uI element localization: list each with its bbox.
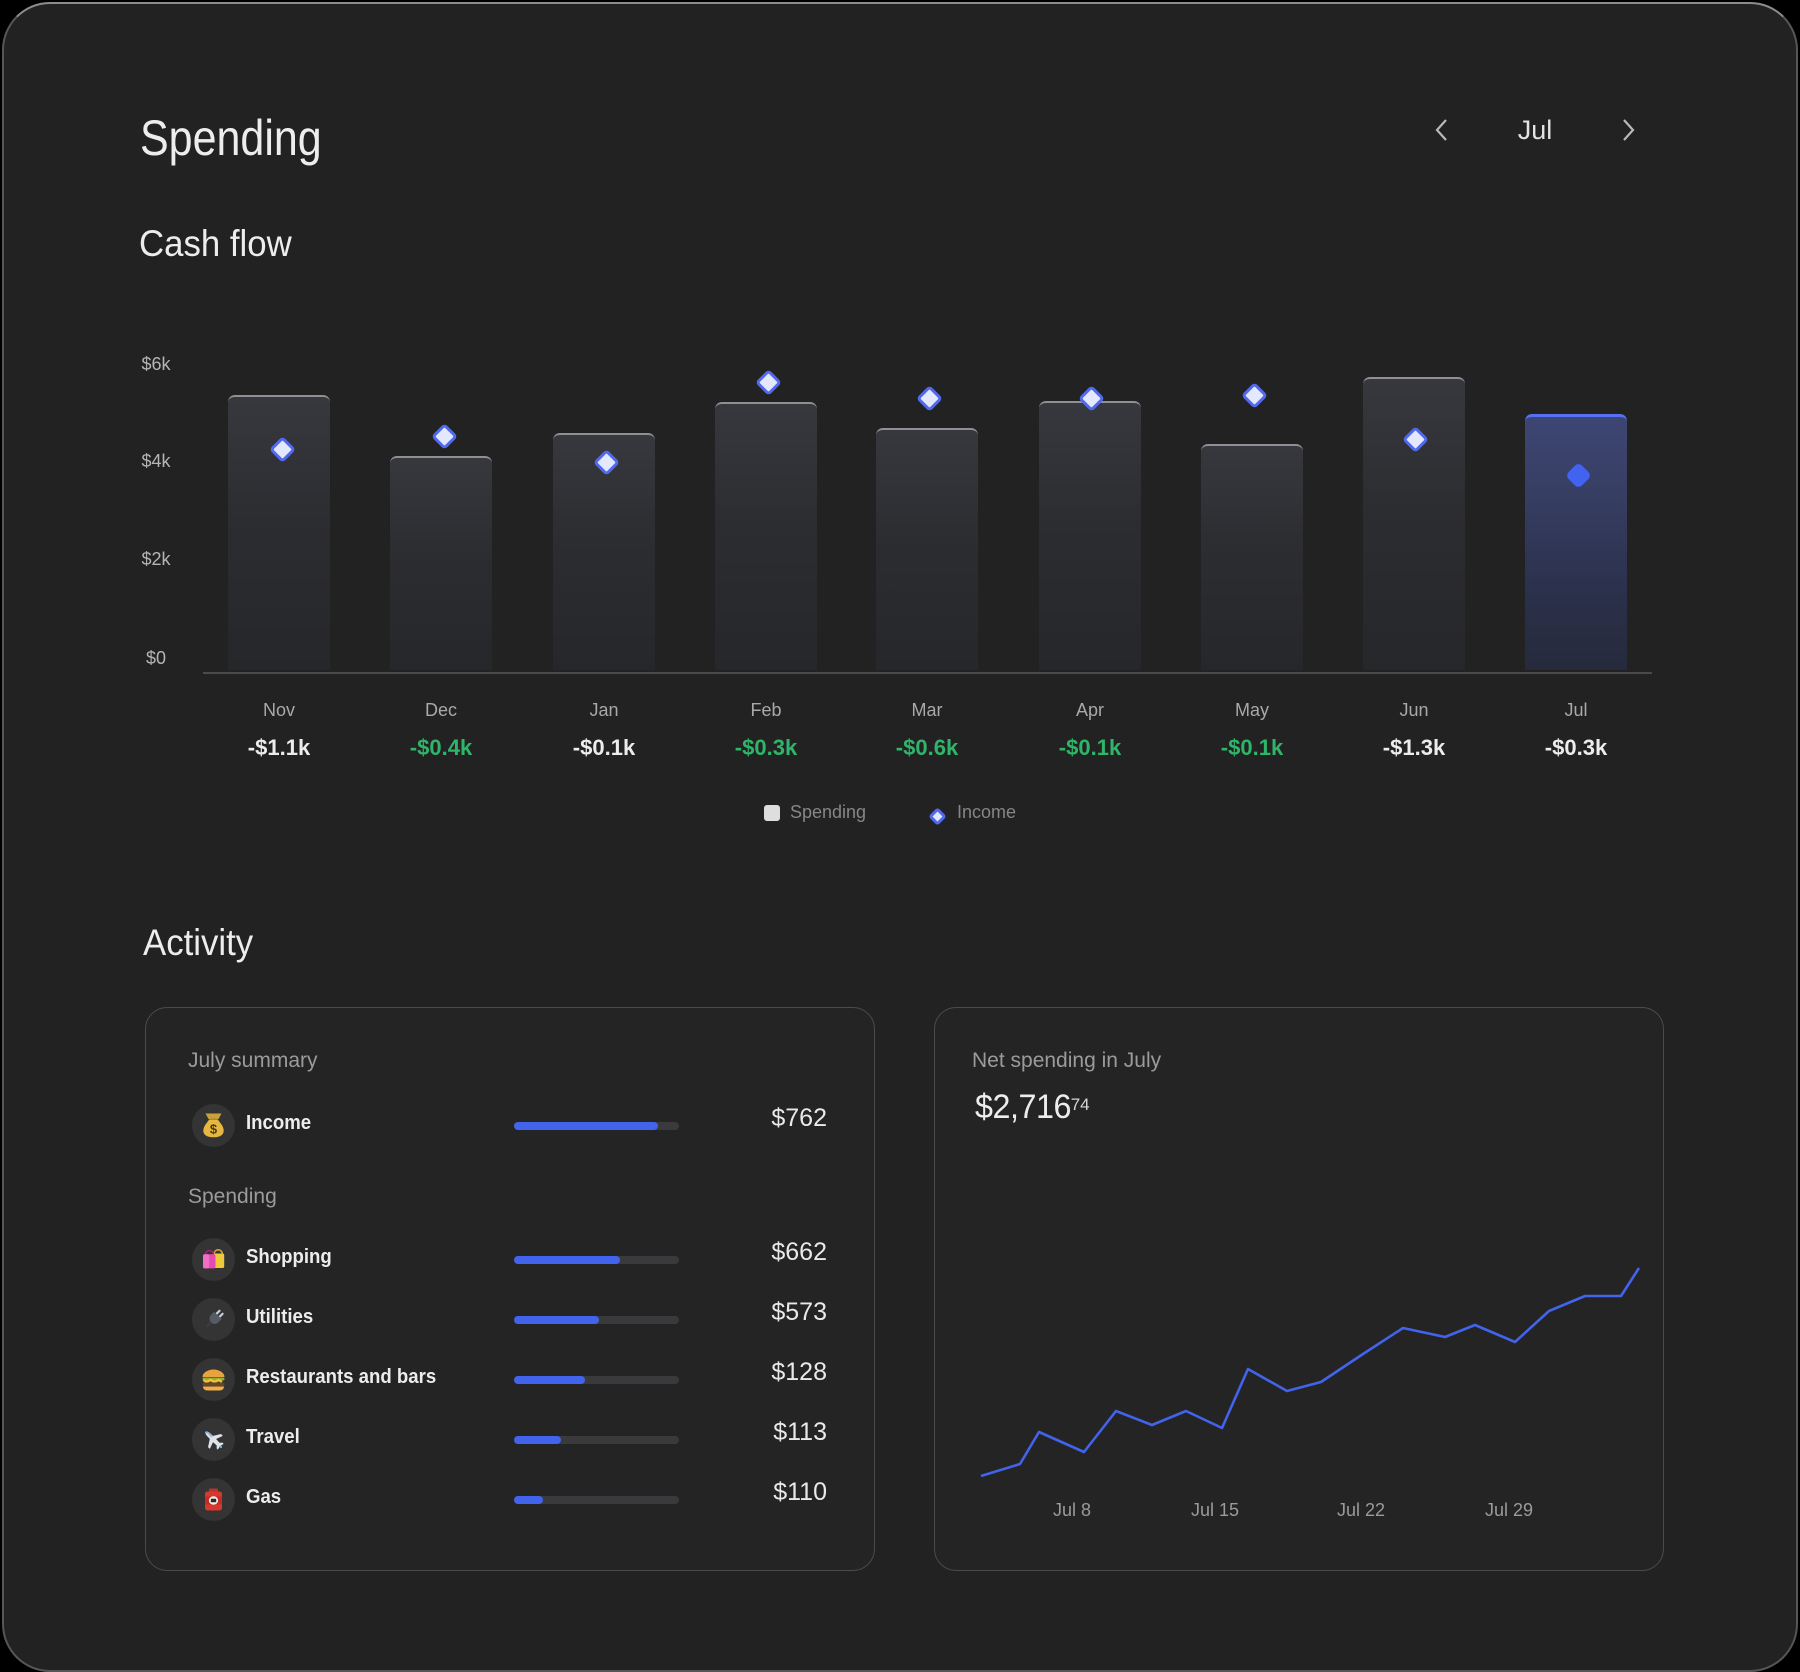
svg-text:$: $ <box>210 1122 218 1137</box>
